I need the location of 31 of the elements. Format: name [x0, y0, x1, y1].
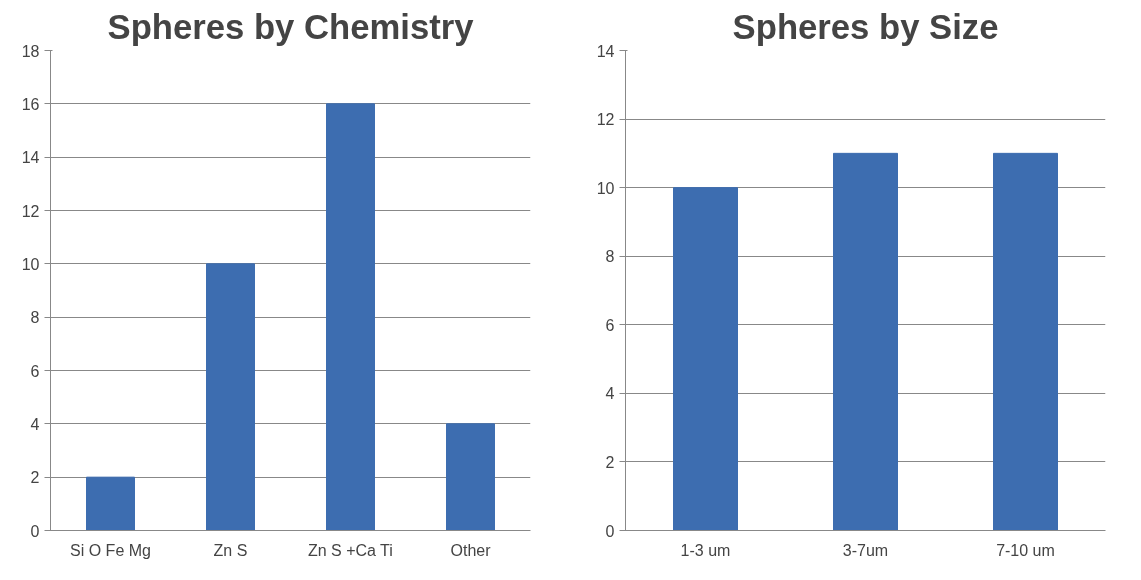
- y-tick-label: 2: [30, 469, 40, 487]
- y-tick-label: 8: [605, 248, 615, 266]
- y-tick-label: 4: [30, 415, 40, 433]
- bar: [326, 103, 375, 531]
- chart-title: Spheres by Chemistry: [107, 7, 475, 46]
- y-tick-label: 10: [21, 255, 40, 273]
- x-tick-label: 7-10 um: [996, 541, 1055, 559]
- y-tick-label: 14: [21, 149, 40, 167]
- y-tick-label: 14: [596, 42, 615, 60]
- y-tick-label: 4: [605, 385, 615, 403]
- bar: [86, 476, 135, 531]
- y-tick-label: 12: [596, 111, 615, 129]
- y-tick-label: 18: [21, 42, 40, 60]
- y-tick-label: 16: [21, 95, 40, 113]
- y-tick-label: 6: [605, 316, 615, 334]
- x-tick-label: 3-7um: [842, 541, 889, 559]
- y-tick-label: 2: [605, 453, 615, 471]
- y-tick-label: 6: [30, 362, 40, 380]
- x-tick-label: Zn S +Ca Ti: [307, 541, 393, 559]
- x-tick-label: 1-3 um: [680, 541, 731, 559]
- x-tick-label: Zn S: [213, 541, 248, 559]
- bar: [446, 423, 495, 531]
- chart-title: Spheres by Size: [732, 7, 999, 46]
- x-tick-label: Si O Fe Mg: [70, 541, 151, 559]
- bar: [206, 263, 255, 531]
- y-tick-label: 10: [596, 179, 615, 197]
- y-tick-label: 0: [605, 522, 615, 540]
- y-tick-label: 12: [21, 202, 40, 220]
- x-tick-label: Other: [450, 541, 492, 559]
- y-tick-label: 8: [30, 309, 40, 327]
- y-tick-label: 0: [30, 522, 40, 540]
